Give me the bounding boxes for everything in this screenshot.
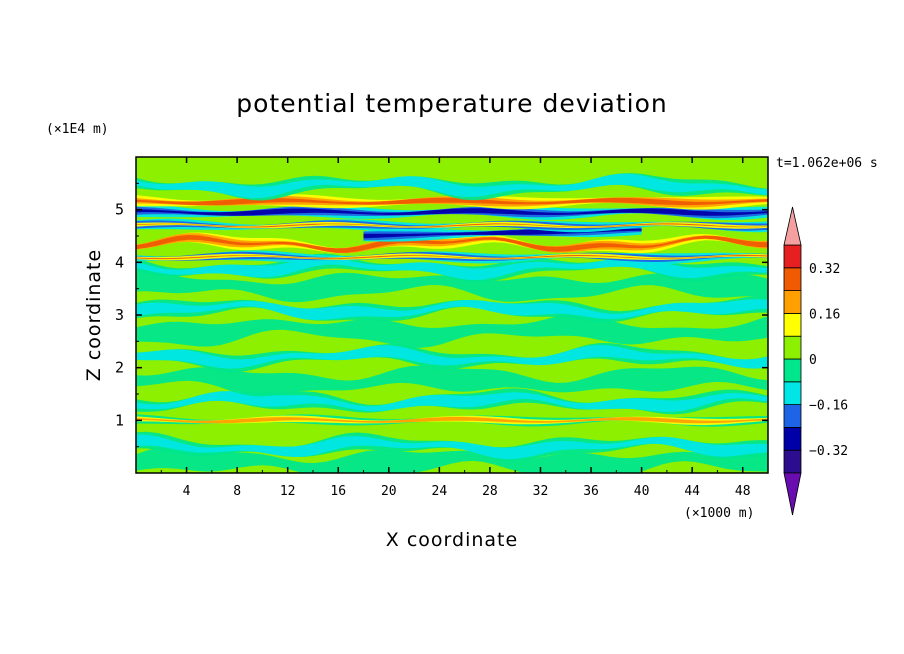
colorbar-label: 0.16 xyxy=(809,307,840,322)
time-label: t=1.062e+06 s xyxy=(776,156,878,171)
y-axis-title: Z coordinate xyxy=(83,249,105,381)
contour-field xyxy=(136,157,768,473)
contour-band xyxy=(136,197,768,206)
x-unit-label: (×1000 m) xyxy=(684,506,754,521)
contour-band xyxy=(136,235,768,253)
colorbar-min-arrow xyxy=(783,472,802,516)
colorbar-label: 0 xyxy=(809,353,817,368)
contour-band xyxy=(136,416,768,424)
contour-band xyxy=(136,223,768,228)
contour-band xyxy=(136,257,768,281)
colorbar-cell xyxy=(783,267,802,291)
x-tick-label: 28 xyxy=(482,484,498,499)
colorbar-cell xyxy=(783,426,802,451)
x-axis-title: X coordinate xyxy=(386,529,518,551)
x-tick-label: 32 xyxy=(533,484,549,499)
contour-band xyxy=(136,445,768,473)
y-tick-label: 2 xyxy=(115,359,124,377)
x-tick-label: 48 xyxy=(735,484,751,499)
colorbar-cell xyxy=(783,381,802,405)
colorbar: 0.32 0.16 0 −0.16 −0.32 xyxy=(783,206,848,516)
y-tick-label: 1 xyxy=(115,411,124,429)
x-tick-label: 36 xyxy=(583,484,599,499)
colorbar-cell xyxy=(783,335,802,360)
colorbar-label: 0.32 xyxy=(809,262,840,277)
colorbar-cell xyxy=(783,449,802,474)
colorbar-max-arrow xyxy=(783,206,802,246)
colorbar-cell xyxy=(783,244,802,269)
contour-band xyxy=(136,434,768,460)
contour-band xyxy=(136,255,768,260)
y-tick-label: 4 xyxy=(115,253,124,271)
x-axis: 4 8 12 16 20 24 28 32 36 40 44 48 xyxy=(160,157,751,499)
y-tick-label: 3 xyxy=(115,306,124,324)
x-tick-label: 8 xyxy=(233,484,241,499)
x-tick-label: 16 xyxy=(330,484,346,499)
x-tick-label: 40 xyxy=(634,484,650,499)
contour-band xyxy=(136,391,768,412)
contour-band xyxy=(136,365,768,397)
x-tick-label: 44 xyxy=(684,484,700,499)
colorbar-cell xyxy=(783,312,802,337)
colorbar-cell xyxy=(783,290,802,314)
y-unit-label: (×1E4 m) xyxy=(46,122,109,137)
x-tick-label: 20 xyxy=(381,484,397,499)
colorbar-label: −0.16 xyxy=(809,399,848,414)
chart-title: potential temperature deviation xyxy=(236,89,667,118)
contour-band xyxy=(136,208,768,216)
contour-band xyxy=(136,221,768,229)
colorbar-cell xyxy=(783,358,802,383)
y-tick-label: 5 xyxy=(115,201,124,219)
x-tick-label: 24 xyxy=(432,484,448,499)
colorbar-label: −0.32 xyxy=(809,444,848,459)
colorbar-cell xyxy=(783,404,802,428)
contour-band xyxy=(136,299,768,320)
x-tick-label: 4 xyxy=(183,484,191,499)
x-tick-label: 12 xyxy=(280,484,296,499)
contour-band xyxy=(136,173,768,199)
contour-band xyxy=(136,344,768,369)
contour-band xyxy=(136,268,768,303)
y-axis: 1 2 3 4 5 xyxy=(115,182,768,448)
